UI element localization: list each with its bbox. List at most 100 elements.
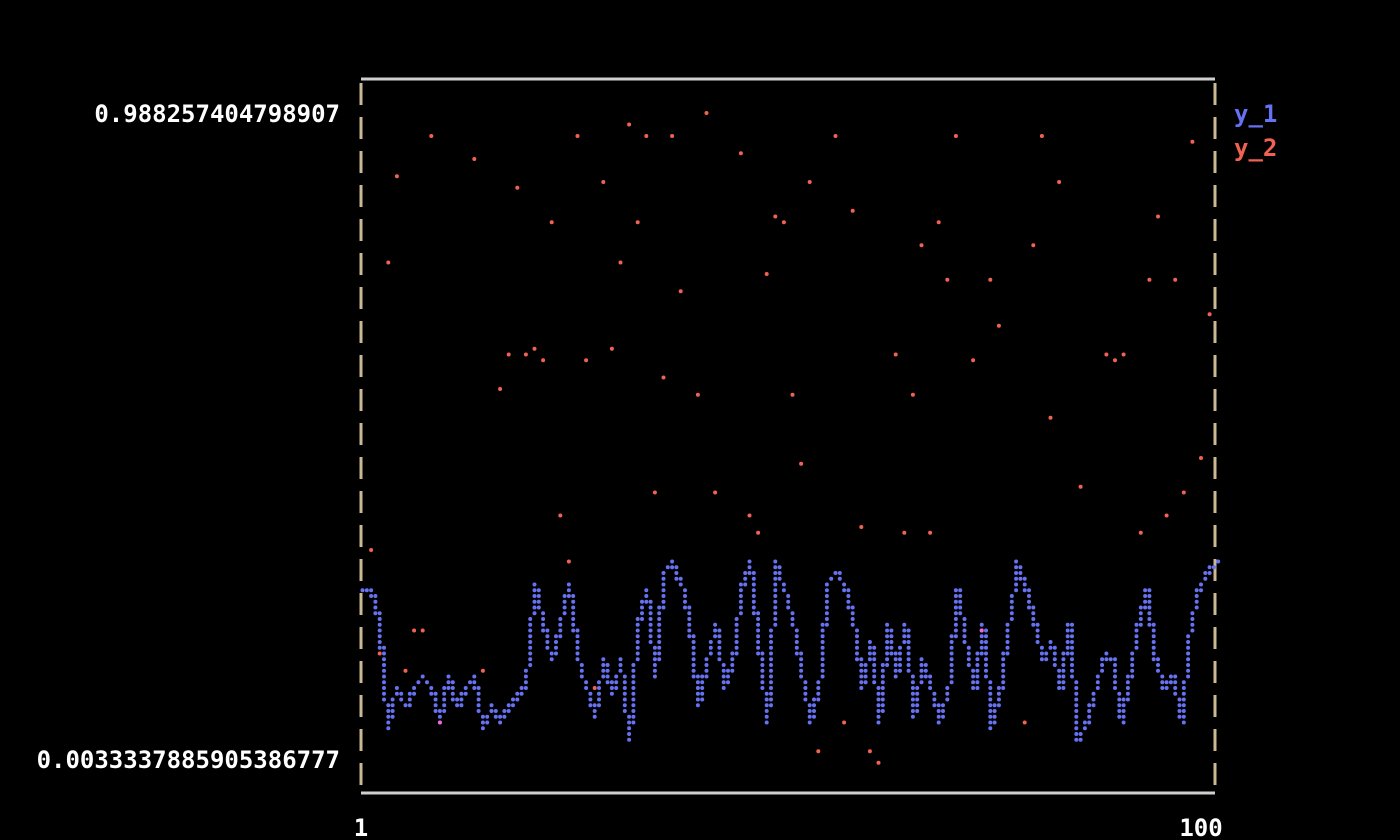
y_1-line-dot [394, 686, 399, 690]
y_1-line-dot [928, 686, 933, 690]
y_1-line-dot [769, 691, 773, 696]
y_1-line-dot [528, 657, 533, 662]
y_1-line-dot [377, 645, 382, 650]
y_1-line-dot [597, 680, 601, 685]
y_2-point [592, 686, 597, 690]
y_1-line-dot [622, 686, 627, 690]
y_1-line-dot [1147, 594, 1152, 598]
y_1-line-dot [446, 686, 451, 690]
y_1-line-dot [966, 663, 971, 667]
y_1-line-dot [390, 697, 395, 702]
y_1-line-dot [988, 703, 993, 708]
y_1-line-dot [1117, 697, 1122, 702]
y_1-line-dot [855, 651, 859, 656]
y_1-line-dot [958, 594, 963, 598]
y_1-line-dot [906, 628, 911, 633]
y_1-line-dot [687, 605, 692, 610]
plot-marks [360, 111, 1221, 765]
y_1-line-dot [1065, 651, 1070, 656]
y_1-line-dot [867, 657, 872, 662]
y_1-line-dot [1164, 680, 1169, 685]
y_2-point [644, 134, 649, 138]
y_1-line-dot [1031, 617, 1036, 621]
y_2-point [652, 490, 657, 495]
y_1-line-dot [889, 651, 894, 656]
y_1-line-dot [416, 680, 421, 685]
y_1-line-dot [962, 634, 967, 639]
y_1-line-dot [726, 680, 730, 685]
y_1-line-dot [1117, 714, 1122, 719]
y_1-line-dot [807, 720, 812, 725]
y_1-line-dot [773, 571, 778, 575]
y_1-line-dot [743, 571, 748, 575]
y_1-line-dot [1186, 640, 1191, 644]
y_1-line-dot [476, 703, 481, 708]
y_1-line-dot [691, 657, 696, 662]
y_1-line-dot [631, 709, 636, 713]
y_1-line-dot [1091, 697, 1096, 702]
x-tick-label-left: 1 [354, 814, 368, 840]
y_1-line-dot [627, 737, 632, 742]
y_1-line-dot [541, 622, 546, 627]
y_2-point [541, 358, 546, 363]
y_1-line-dot [799, 663, 804, 667]
y_1-line-dot [1186, 657, 1191, 662]
y_1-line-dot [377, 622, 382, 627]
y_1-line-dot [661, 576, 666, 581]
y_1-line-dot [657, 617, 662, 621]
y_1-line-dot [824, 582, 829, 587]
y_1-line-dot [532, 605, 537, 610]
y_1-line-dot [915, 686, 920, 690]
y_1-line-dot [747, 559, 752, 564]
y_1-line-dot [622, 703, 627, 708]
y_1-line-dot [549, 651, 554, 656]
y_1-line-dot [773, 622, 778, 627]
y_1-line-dot [769, 703, 773, 708]
y_1-line-dot [769, 640, 773, 644]
y_1-line-dot [1035, 640, 1040, 644]
y_1-line-dot [743, 582, 748, 587]
y_1-line-dot [515, 697, 520, 702]
y_1-line-dot [545, 645, 550, 650]
x-tick-label-right: 100 [1179, 814, 1222, 840]
y_1-line-dot [975, 657, 980, 662]
y_1-line-dot [575, 651, 580, 656]
y_1-line-dot [442, 691, 447, 696]
y_1-line-dot [953, 605, 958, 610]
y_1-line-dot [794, 645, 799, 650]
y_1-line-dot [880, 680, 885, 685]
y_1-line-dot [377, 617, 382, 621]
y_1-line-dot [683, 605, 687, 610]
y_1-line-dot [657, 611, 662, 616]
y_1-line-dot [1113, 668, 1117, 673]
y_1-line-dot [562, 611, 567, 616]
y_2-point [953, 134, 958, 138]
y_1-line-dot [717, 634, 722, 639]
y_2-point [506, 352, 511, 357]
y_1-line-dot [1160, 680, 1165, 685]
y_1-line-dot [760, 651, 765, 656]
y_1-line-dot [1181, 703, 1186, 708]
y_1-line-dot [1151, 640, 1156, 644]
y_1-line-dot [919, 668, 924, 673]
y_1-line-dot [601, 663, 606, 667]
y_1-line-dot [433, 703, 438, 708]
y_1-line-dot [820, 645, 825, 650]
y_1-line-dot [433, 691, 438, 696]
y_1-line-dot [597, 686, 601, 690]
y_2-point [1207, 312, 1212, 317]
y_1-line-dot [734, 622, 739, 627]
y_1-line-dot [988, 680, 993, 685]
y_1-line-dot [824, 617, 829, 621]
y_1-line-dot [1009, 617, 1014, 621]
y_1-line-dot [506, 709, 511, 713]
y_1-line-dot [799, 668, 804, 673]
y_1-line-dot [730, 657, 735, 662]
y_2-point [369, 548, 374, 552]
y_1-line-dot [541, 628, 546, 633]
y_1-line-dot [751, 582, 756, 587]
y_1-line-dot [885, 640, 890, 644]
y_1-line-dot [893, 668, 898, 673]
y_1-line-dot [1018, 565, 1023, 570]
y_1-line-dot [919, 663, 924, 667]
